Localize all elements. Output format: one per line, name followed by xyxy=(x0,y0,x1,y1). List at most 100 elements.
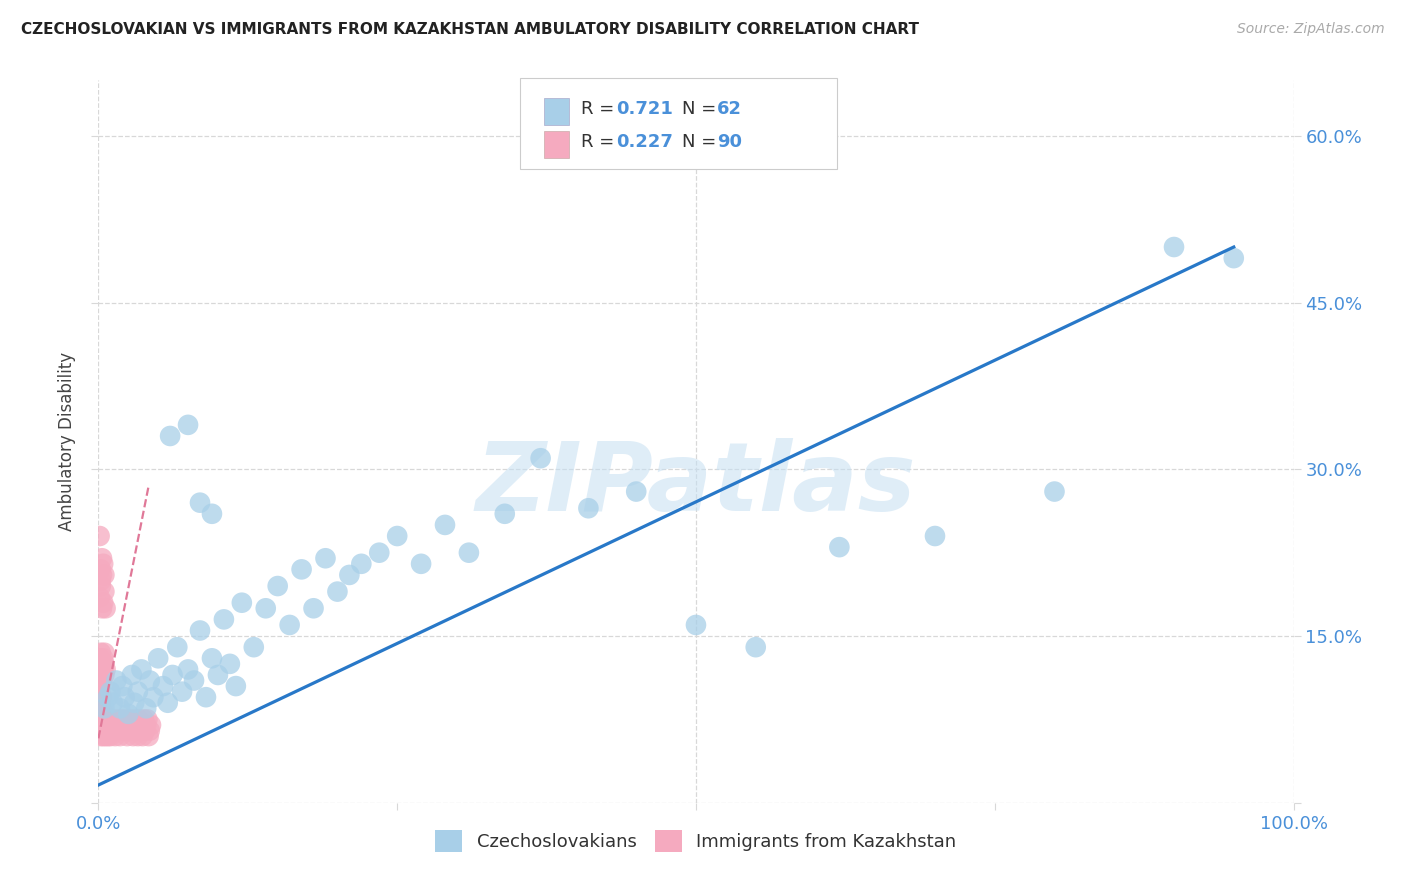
Text: CZECHOSLOVAKIAN VS IMMIGRANTS FROM KAZAKHSTAN AMBULATORY DISABILITY CORRELATION : CZECHOSLOVAKIAN VS IMMIGRANTS FROM KAZAK… xyxy=(21,22,920,37)
Point xyxy=(89,590,111,604)
Point xyxy=(188,624,211,638)
Text: Source: ZipAtlas.com: Source: ZipAtlas.com xyxy=(1237,22,1385,37)
Point xyxy=(243,640,266,655)
Point xyxy=(90,579,112,593)
Point xyxy=(91,718,114,732)
Point xyxy=(112,718,135,732)
Point xyxy=(350,557,373,571)
Point xyxy=(91,673,114,688)
Point xyxy=(91,551,114,566)
Point xyxy=(94,729,117,743)
Point xyxy=(89,718,111,732)
Point xyxy=(122,729,145,743)
Point xyxy=(90,713,112,727)
Point xyxy=(100,713,122,727)
Point xyxy=(115,729,138,743)
Point xyxy=(107,723,129,738)
Point xyxy=(745,640,768,655)
Point xyxy=(148,651,170,665)
Point xyxy=(101,723,124,738)
Point xyxy=(90,574,112,588)
Point xyxy=(291,562,314,576)
Point xyxy=(267,579,290,593)
Point xyxy=(225,679,247,693)
Point xyxy=(121,718,143,732)
Point xyxy=(91,568,114,582)
Point xyxy=(139,718,162,732)
Point xyxy=(90,668,112,682)
Point xyxy=(96,723,118,738)
Point xyxy=(101,696,124,710)
Point xyxy=(124,696,146,710)
Point xyxy=(108,701,131,715)
Point xyxy=(128,713,150,727)
Point xyxy=(97,729,120,743)
Point xyxy=(385,529,409,543)
Point xyxy=(219,657,242,671)
Point xyxy=(131,729,153,743)
Point xyxy=(110,713,132,727)
Point xyxy=(134,723,156,738)
Legend: Czechoslovakians, Immigrants from Kazakhstan: Czechoslovakians, Immigrants from Kazakh… xyxy=(429,822,963,859)
Point xyxy=(107,718,129,732)
Point xyxy=(108,729,131,743)
Point xyxy=(93,723,115,738)
Point xyxy=(91,596,114,610)
Point xyxy=(98,723,121,738)
Point xyxy=(142,690,165,705)
Point xyxy=(91,662,114,676)
Point xyxy=(231,596,253,610)
Point xyxy=(89,662,111,676)
Point xyxy=(530,451,553,466)
Point xyxy=(212,612,235,626)
Point xyxy=(368,546,391,560)
Point xyxy=(434,517,457,532)
Point xyxy=(105,673,128,688)
Point xyxy=(195,690,218,705)
Point xyxy=(96,713,118,727)
Point xyxy=(91,601,114,615)
Point xyxy=(626,484,648,499)
Point xyxy=(1223,251,1246,265)
Point xyxy=(135,718,157,732)
Point xyxy=(103,718,125,732)
Point xyxy=(104,729,127,743)
Point xyxy=(89,684,111,698)
Point xyxy=(924,529,946,543)
Point xyxy=(166,640,188,655)
Point xyxy=(98,718,122,732)
Point xyxy=(93,646,115,660)
Point xyxy=(136,713,159,727)
Text: 0.721: 0.721 xyxy=(616,100,672,118)
Point xyxy=(118,713,141,727)
Point xyxy=(89,529,111,543)
Point xyxy=(93,657,115,671)
Point xyxy=(152,679,174,693)
Point xyxy=(89,651,111,665)
Point xyxy=(91,718,114,732)
Point xyxy=(90,706,112,721)
Point xyxy=(135,701,157,715)
Point xyxy=(90,562,112,576)
Point xyxy=(254,601,277,615)
Point xyxy=(124,713,146,727)
Point xyxy=(172,684,194,698)
Point xyxy=(91,668,114,682)
Point xyxy=(91,651,114,665)
Point xyxy=(326,584,349,599)
Point xyxy=(131,662,153,676)
Point xyxy=(183,673,205,688)
Point xyxy=(93,584,115,599)
Point xyxy=(91,729,114,743)
Text: 90: 90 xyxy=(717,133,742,151)
Point xyxy=(131,718,153,732)
Point xyxy=(156,696,179,710)
Text: N =: N = xyxy=(682,133,721,151)
Point xyxy=(91,723,114,738)
Point xyxy=(201,651,224,665)
Point xyxy=(90,679,112,693)
Point xyxy=(91,713,114,727)
Point xyxy=(97,690,120,705)
Point xyxy=(139,723,162,738)
Point xyxy=(89,673,111,688)
